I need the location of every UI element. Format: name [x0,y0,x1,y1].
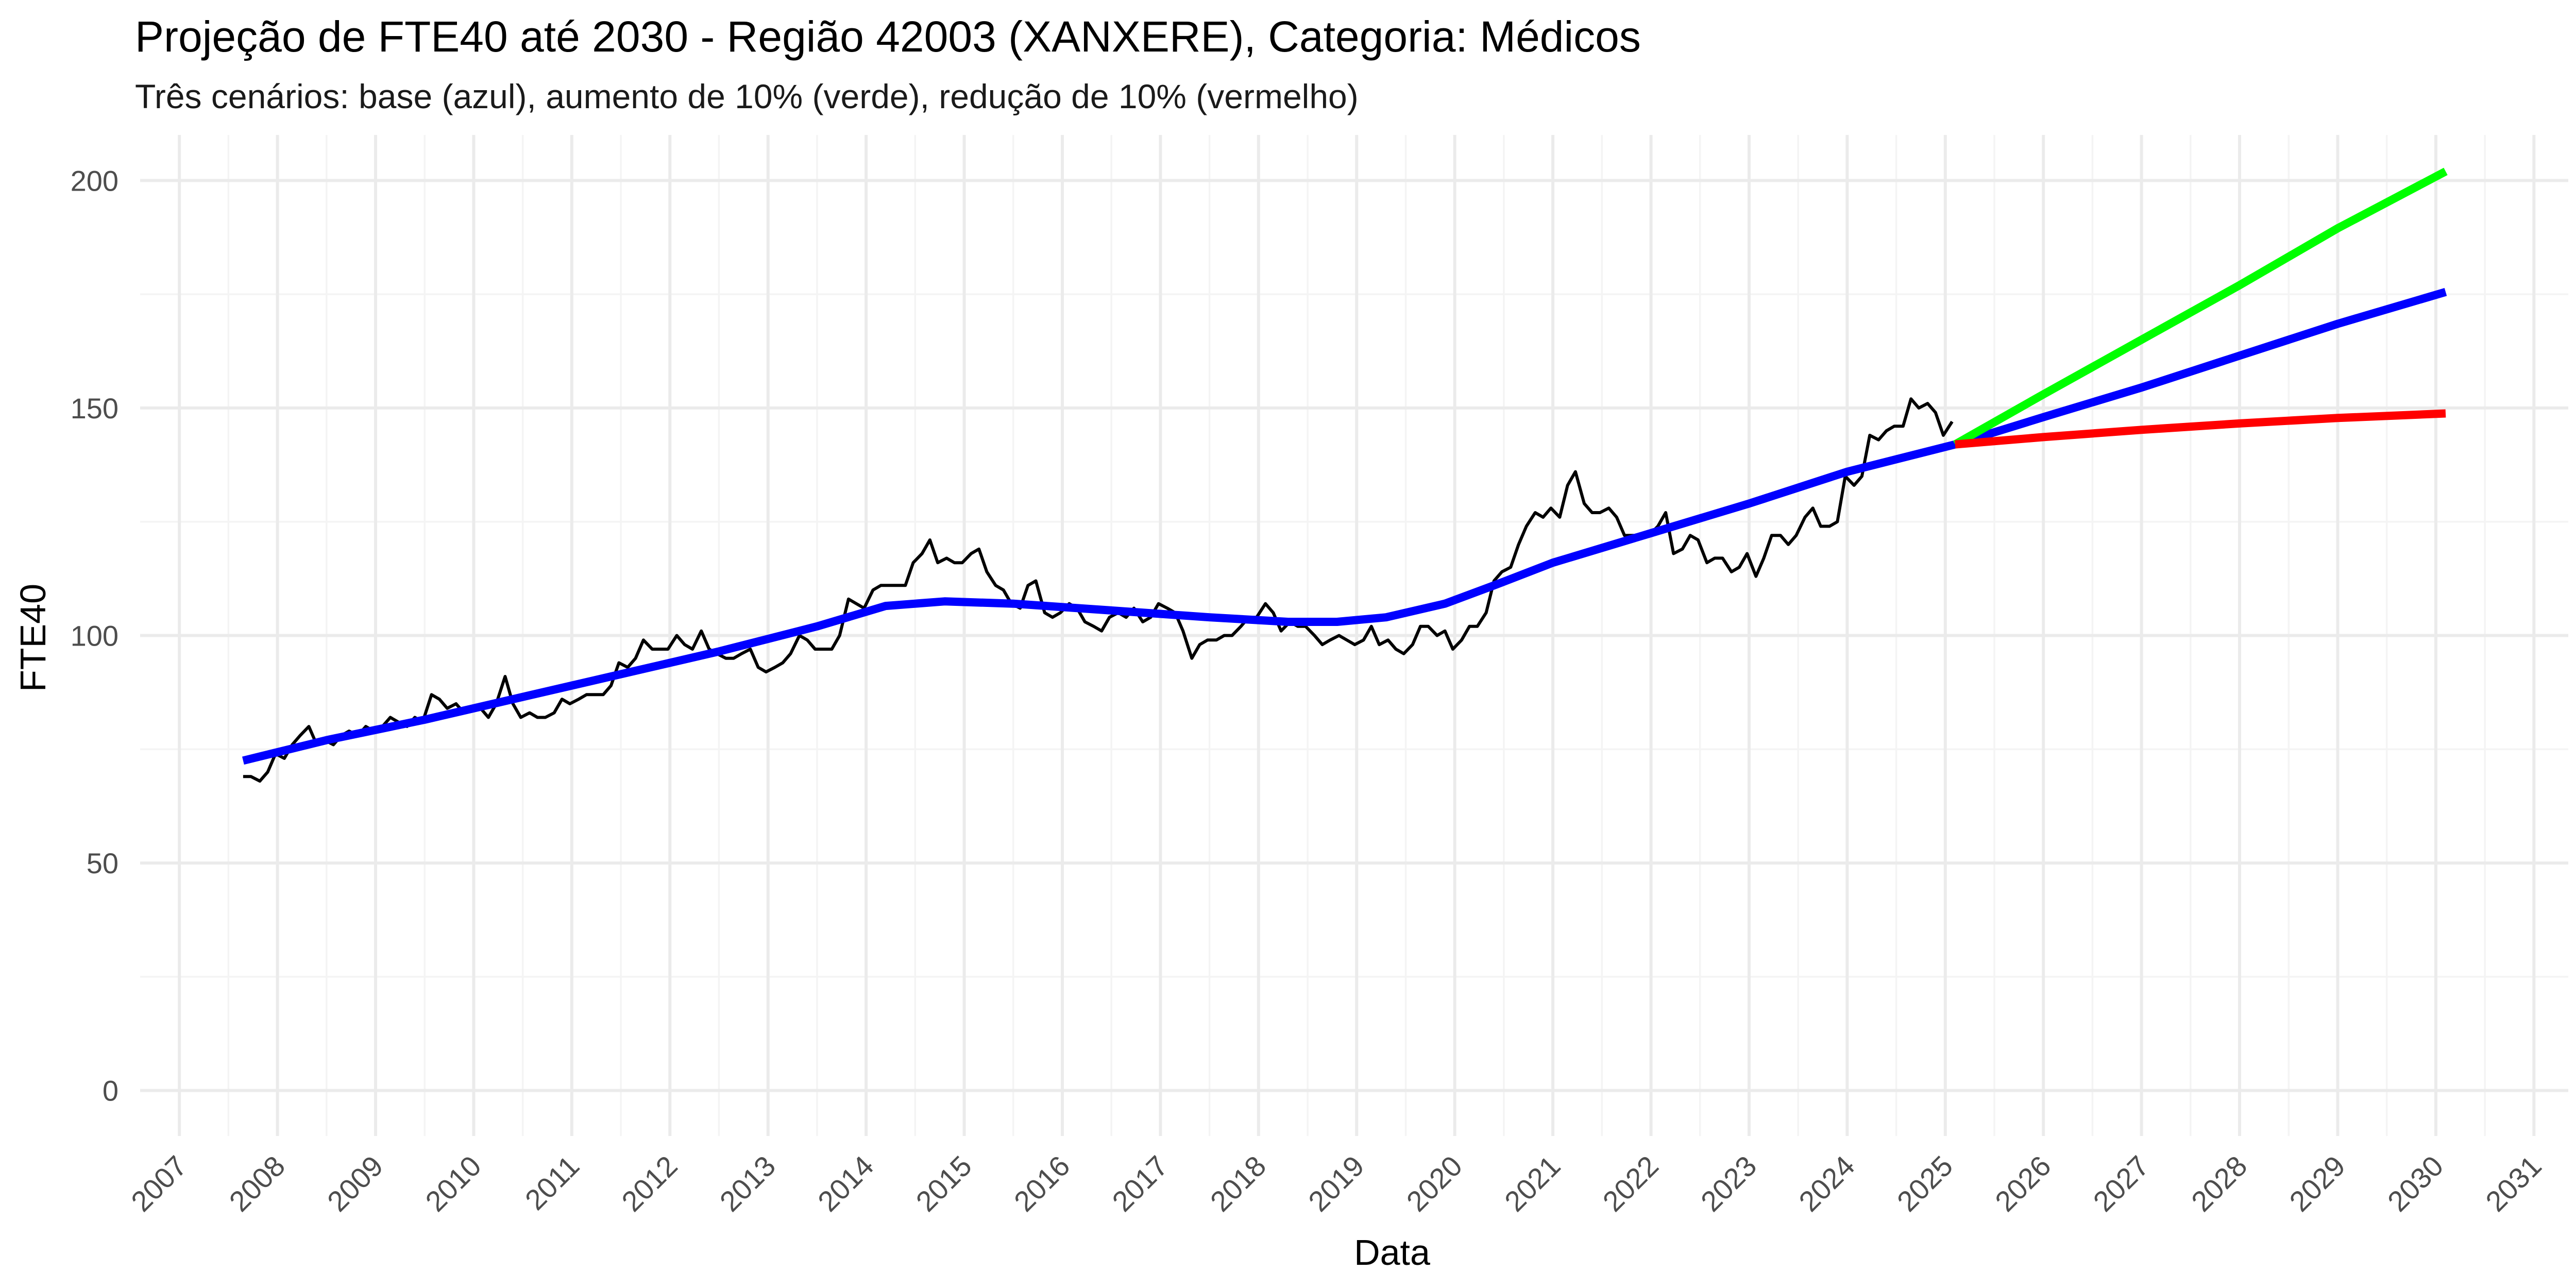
x-axis-ticks: 2007 2008 2009 2010 2011 2012 2013 2014 2015 2016… [125,1149,2548,1218]
y-tick-label: 100 [71,620,118,652]
x-tick-label: 2021 [1498,1149,1567,1218]
x-tick-label: 2020 [1400,1149,1469,1218]
x-tick-label: 2016 [1008,1149,1076,1218]
series-line-0 [243,397,1954,783]
grid [140,135,2568,1136]
series-line-1 [242,288,2447,765]
x-tick-label: 2025 [1891,1149,1959,1218]
x-tick-label: 2030 [2381,1149,2450,1218]
x-tick-label: 2029 [2283,1149,2351,1218]
x-tick-label: 2008 [223,1149,291,1218]
y-tick-label: 150 [71,392,118,425]
y-tick-label: 0 [103,1075,118,1107]
x-tick-label: 2010 [419,1149,487,1218]
x-tick-label: 2013 [714,1149,782,1218]
chart-subtitle: Três cenários: base (azul), aumento de 1… [135,77,1359,115]
x-tick-label: 2028 [2185,1149,2253,1218]
x-tick-label: 2024 [1792,1149,1861,1218]
x-tick-label: 2007 [125,1149,193,1218]
x-tick-label: 2019 [1302,1149,1370,1218]
y-axis-ticks: 0 50 100 150 200 [71,164,118,1107]
x-tick-label: 2014 [811,1149,880,1218]
x-tick-label: 2017 [1106,1149,1174,1218]
chart-title: Projeção de FTE40 até 2030 - Região 4200… [135,12,1641,61]
x-tick-label: 2011 [519,1149,586,1216]
plot-area [140,135,2568,1136]
series-layer [242,167,2448,783]
x-tick-label: 2027 [2087,1149,2156,1218]
y-axis-title: FTE40 [13,584,53,692]
x-axis-title: Data [1354,1232,1430,1273]
x-tick-label: 2015 [909,1149,978,1218]
x-tick-label: 2031 [2479,1149,2548,1218]
x-tick-label: 2022 [1596,1149,1665,1218]
x-tick-label: 2009 [321,1149,389,1218]
y-tick-label: 200 [71,164,118,197]
x-tick-label: 2026 [1989,1149,2057,1218]
series-line-3 [1955,409,2446,449]
x-tick-label: 2023 [1694,1149,1763,1218]
x-tick-label: 2018 [1204,1149,1273,1218]
y-tick-label: 50 [87,847,118,879]
x-tick-label: 2012 [615,1149,684,1218]
series-line-2 [1953,167,2448,448]
